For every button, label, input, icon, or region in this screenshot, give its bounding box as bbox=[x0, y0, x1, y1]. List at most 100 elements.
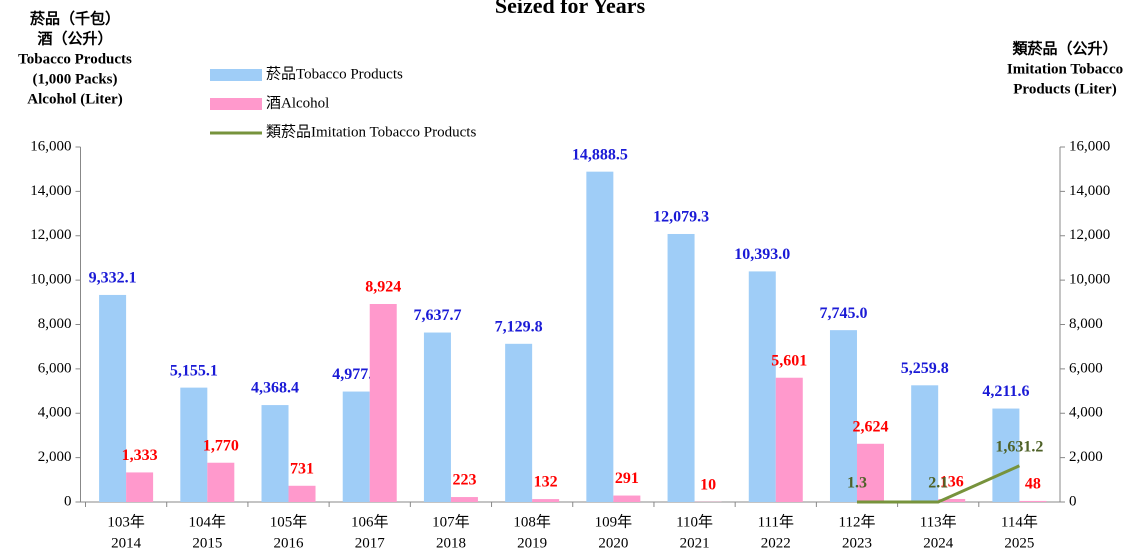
bar bbox=[586, 171, 614, 502]
bar bbox=[423, 332, 451, 502]
data-label: 7,745.0 bbox=[819, 305, 867, 322]
data-label: 10,393.0 bbox=[734, 246, 790, 263]
bar bbox=[1019, 500, 1047, 502]
y-axis-label: 酒（公升） bbox=[37, 29, 112, 47]
x-tick-label: 2024 bbox=[923, 535, 954, 551]
data-label: 291 bbox=[615, 470, 639, 487]
y2-axis-label: Products (Liter) bbox=[1013, 81, 1116, 97]
x-tick-label: 2022 bbox=[761, 535, 791, 551]
chart-title: Seized for Years bbox=[495, 0, 646, 18]
data-label: 731 bbox=[290, 460, 314, 477]
x-tick-label: 109年 bbox=[595, 513, 633, 530]
y-axis-label: Tobacco Products bbox=[18, 51, 132, 67]
y2-tick-label: 6,000 bbox=[1069, 360, 1103, 376]
y2-tick-label: 8,000 bbox=[1069, 316, 1103, 332]
x-tick-label: 2023 bbox=[842, 535, 872, 551]
data-label: 2,624 bbox=[852, 418, 888, 435]
bar bbox=[775, 377, 803, 502]
bar bbox=[369, 303, 397, 502]
data-label: 7,129.8 bbox=[495, 318, 543, 335]
y-tick-label: 6,000 bbox=[38, 360, 72, 376]
y2-tick-label: 10,000 bbox=[1069, 272, 1110, 288]
y2-axis-label: 類菸品（公升） bbox=[1011, 39, 1117, 57]
y2-tick-label: 12,000 bbox=[1069, 227, 1110, 243]
x-tick-label: 2021 bbox=[680, 535, 710, 551]
bar bbox=[911, 385, 939, 502]
bar bbox=[99, 294, 127, 502]
y-tick-label: 14,000 bbox=[30, 183, 71, 199]
bar bbox=[180, 387, 208, 502]
x-tick-label: 106年 bbox=[351, 513, 389, 530]
data-label: 5,601 bbox=[771, 352, 807, 369]
y2-tick-label: 4,000 bbox=[1069, 405, 1103, 421]
y2-axis-label: Imitation Tobacco bbox=[1007, 61, 1123, 77]
y-axis-label: Alcohol (Liter) bbox=[27, 91, 122, 107]
y2-tick-label: 2,000 bbox=[1069, 449, 1103, 465]
data-label: 12,079.3 bbox=[653, 209, 709, 226]
x-tick-label: 2015 bbox=[192, 535, 222, 551]
y-tick-label: 10,000 bbox=[30, 272, 71, 288]
data-label: 1.3 bbox=[847, 475, 867, 492]
x-tick-label: 103年 bbox=[107, 513, 145, 530]
bar bbox=[938, 498, 966, 502]
x-tick-label: 105年 bbox=[270, 513, 308, 530]
line bbox=[856, 464, 1021, 504]
x-tick-label: 2019 bbox=[517, 535, 547, 551]
x-tick-label: 111年 bbox=[758, 513, 794, 530]
x-tick-label: 108年 bbox=[513, 513, 551, 530]
data-label: 7,637.7 bbox=[413, 307, 461, 324]
bar bbox=[992, 408, 1020, 502]
y-tick-label: 12,000 bbox=[30, 227, 71, 243]
legend-label: 類菸品Imitation Tobacco Products bbox=[266, 123, 476, 140]
x-tick-label: 110年 bbox=[676, 513, 713, 530]
data-label: 223 bbox=[452, 472, 476, 489]
y2-tick-label: 16,000 bbox=[1069, 138, 1110, 154]
data-label: 5,155.1 bbox=[170, 362, 218, 379]
data-label: 10 bbox=[700, 476, 716, 493]
bar bbox=[261, 405, 289, 502]
data-label: 48 bbox=[1025, 476, 1041, 493]
bar bbox=[450, 497, 478, 502]
legend-label: 菸品Tobacco Products bbox=[266, 65, 403, 82]
y-axis-label: 菸品（千包） bbox=[30, 9, 120, 27]
y2-tick-label: 0 bbox=[1069, 493, 1077, 509]
x-tick-label: 2017 bbox=[355, 535, 386, 551]
x-tick-label: 2018 bbox=[436, 535, 466, 551]
x-tick-label: 114年 bbox=[1001, 513, 1038, 530]
y-tick-label: 8,000 bbox=[38, 316, 72, 332]
data-label: 1,770 bbox=[203, 437, 239, 454]
x-tick-label: 112年 bbox=[839, 513, 876, 530]
data-label: 5,259.8 bbox=[901, 360, 949, 377]
y-tick-label: 0 bbox=[64, 493, 72, 509]
x-tick-label: 2014 bbox=[111, 535, 142, 551]
bar bbox=[856, 443, 884, 502]
x-tick-label: 107年 bbox=[432, 513, 470, 530]
data-label: 9,332.1 bbox=[89, 270, 137, 287]
bar bbox=[667, 233, 695, 502]
x-tick-label: 2020 bbox=[598, 535, 628, 551]
bar bbox=[613, 495, 641, 502]
bar bbox=[126, 472, 154, 502]
x-tick-label: 113年 bbox=[920, 513, 957, 530]
x-tick-label: 2016 bbox=[274, 535, 305, 551]
y-axis-label: (1,000 Packs) bbox=[33, 71, 118, 87]
data-label: 1,631.2 bbox=[995, 438, 1043, 455]
bar bbox=[532, 499, 560, 502]
data-label: 132 bbox=[534, 474, 558, 491]
y2-tick-label: 14,000 bbox=[1069, 183, 1110, 199]
x-tick-label: 104年 bbox=[189, 513, 227, 530]
bar bbox=[342, 391, 370, 502]
data-label: 8,924 bbox=[365, 279, 401, 296]
data-label: 2.1 bbox=[928, 475, 948, 492]
data-label: 14,888.5 bbox=[572, 146, 628, 163]
y-tick-label: 4,000 bbox=[38, 405, 72, 421]
legend-swatch bbox=[210, 98, 262, 110]
legend-swatch bbox=[210, 69, 262, 81]
bar bbox=[748, 271, 776, 502]
bar bbox=[505, 343, 533, 502]
data-label: 136 bbox=[940, 474, 964, 491]
y-tick-label: 2,000 bbox=[38, 449, 72, 465]
x-tick-label: 2025 bbox=[1004, 535, 1034, 551]
data-label: 4,368.4 bbox=[251, 380, 299, 397]
